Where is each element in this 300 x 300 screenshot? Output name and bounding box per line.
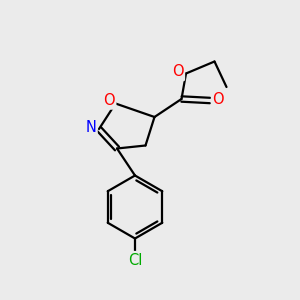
Text: N: N bbox=[85, 120, 96, 135]
Text: Cl: Cl bbox=[128, 253, 142, 268]
Text: O: O bbox=[103, 93, 115, 108]
Text: O: O bbox=[172, 64, 183, 80]
Text: O: O bbox=[213, 92, 224, 107]
